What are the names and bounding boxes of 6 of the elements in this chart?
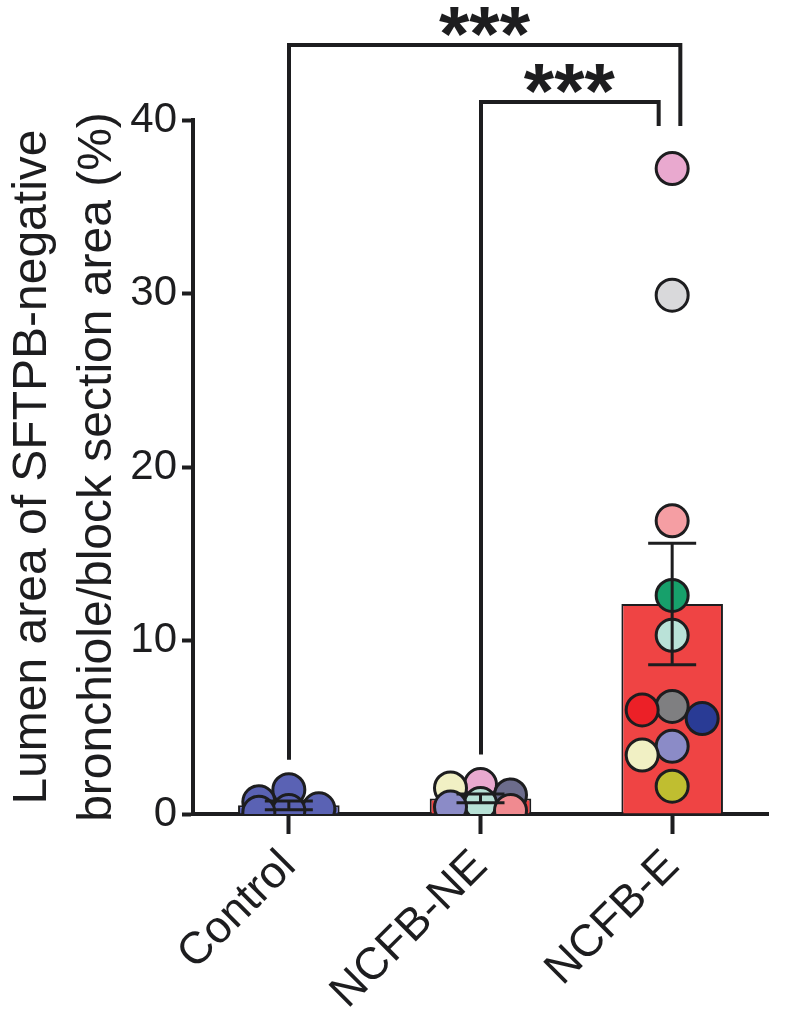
y-axis-title: Lumen area of SFTPB-negative bronchiole/block section area (%) [2, 112, 122, 822]
y-tick-label: 30 [130, 267, 177, 315]
y-tick-label: 0 [153, 787, 177, 835]
y-tick-label: 10 [130, 614, 177, 662]
y-tick-label: 40 [130, 93, 177, 141]
y-tick-label: 20 [130, 440, 177, 488]
